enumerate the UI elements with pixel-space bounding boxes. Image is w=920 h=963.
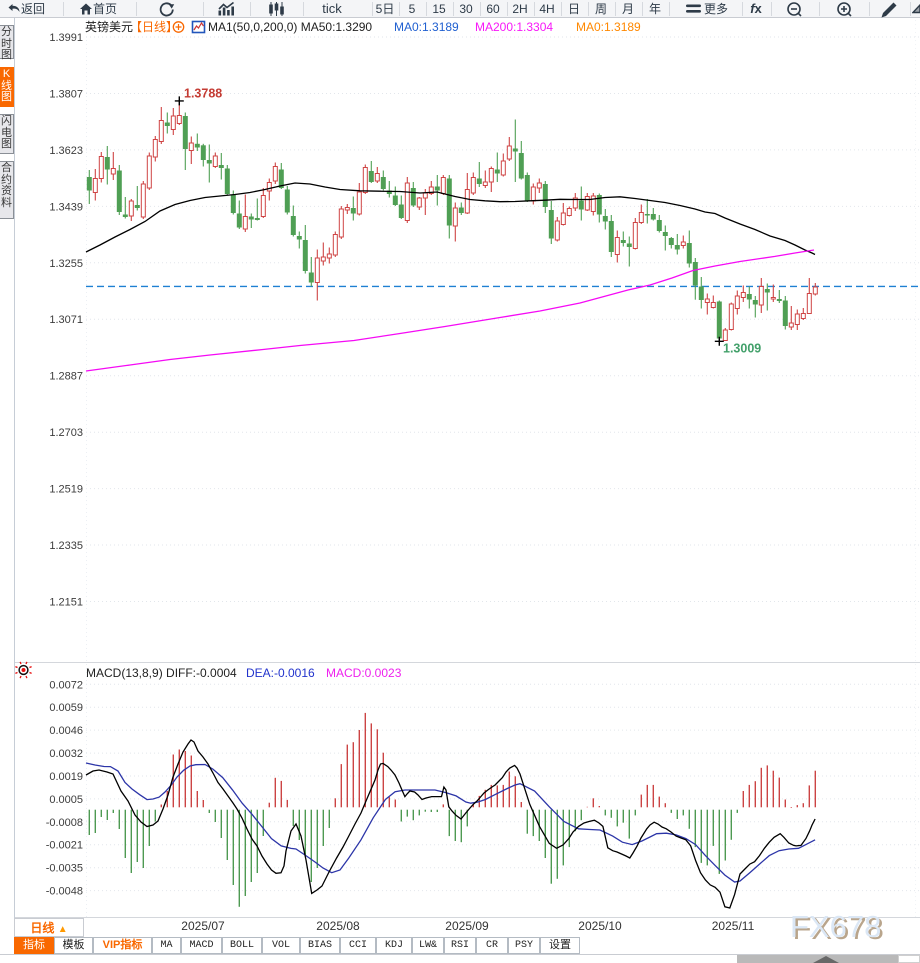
- svg-text:1.2519: 1.2519: [49, 484, 83, 496]
- svg-text:2025/10: 2025/10: [578, 919, 622, 933]
- svg-text:1.2151: 1.2151: [49, 597, 83, 609]
- svg-text:-0.0008: -0.0008: [46, 817, 83, 829]
- svg-text:MACD(13,8,9) DIFF:-0.0004: MACD(13,8,9) DIFF:-0.0004: [86, 666, 237, 680]
- svg-text:1.2703: 1.2703: [49, 427, 83, 439]
- svg-text:-0.0048: -0.0048: [46, 886, 83, 898]
- svg-text:2025/08: 2025/08: [316, 919, 360, 933]
- svg-text:-0.0035: -0.0035: [46, 863, 83, 875]
- svg-text:【日线】: 【日线】: [130, 20, 178, 34]
- svg-text:MACD:0.0023: MACD:0.0023: [326, 666, 402, 680]
- svg-text:0.0046: 0.0046: [49, 725, 83, 737]
- svg-text:1.2335: 1.2335: [49, 540, 83, 552]
- svg-text:1.3807: 1.3807: [49, 89, 83, 101]
- svg-text:1.3071: 1.3071: [49, 314, 83, 326]
- svg-text:1.3623: 1.3623: [49, 145, 83, 157]
- svg-text:MA0:1.3189: MA0:1.3189: [576, 20, 641, 34]
- svg-text:DEA:-0.0016: DEA:-0.0016: [246, 666, 315, 680]
- svg-text:MA1(50,0,200,0) MA50:1.3290: MA1(50,0,200,0) MA50:1.3290: [208, 20, 372, 34]
- svg-text:0.0059: 0.0059: [49, 702, 83, 714]
- svg-text:MA0:1.3189: MA0:1.3189: [394, 20, 459, 34]
- svg-text:0.0019: 0.0019: [49, 771, 83, 783]
- svg-text:1.3439: 1.3439: [49, 201, 83, 213]
- svg-text:1.3255: 1.3255: [49, 258, 83, 270]
- svg-text:2025/07: 2025/07: [181, 919, 225, 933]
- svg-text:FX678: FX678: [793, 911, 884, 946]
- svg-text:FX678: FX678: [790, 909, 881, 944]
- svg-text:英镑美元: 英镑美元: [85, 19, 133, 34]
- svg-text:1.2887: 1.2887: [49, 371, 83, 383]
- svg-text:0.0032: 0.0032: [49, 748, 83, 760]
- svg-text:2025/11: 2025/11: [712, 919, 755, 933]
- svg-text:0.0072: 0.0072: [49, 679, 83, 691]
- svg-text:2025/09: 2025/09: [445, 919, 489, 933]
- svg-text:1.3009: 1.3009: [723, 342, 761, 356]
- svg-text:-0.0021: -0.0021: [46, 840, 83, 852]
- svg-text:1.3991: 1.3991: [49, 32, 83, 44]
- svg-text:1.3788: 1.3788: [184, 87, 222, 101]
- svg-text:MA200:1.3304: MA200:1.3304: [475, 20, 553, 34]
- svg-text:0.0005: 0.0005: [49, 794, 83, 806]
